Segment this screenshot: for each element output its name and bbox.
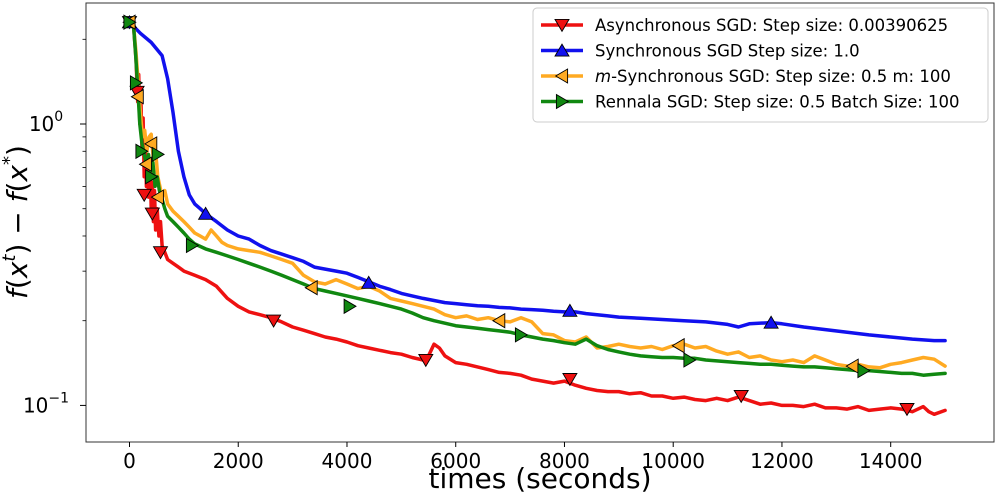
x-tick-label: 12000 [750,449,814,473]
x-tick-label: 2000 [213,449,264,473]
x-tick-label: 4000 [322,449,373,473]
series-1-marker [733,389,749,404]
series-2-marker [197,206,214,220]
series-4-marker [151,146,165,163]
series-4-marker [123,14,137,30]
series-4-marker [683,352,697,368]
plot-frame [85,2,995,443]
series-line-3 [127,20,947,370]
series-3-marker [304,279,318,296]
legend-box [532,7,989,123]
legend-label-2: Synchronous SGD Step size: 1.0 [595,42,860,61]
series-4-marker [135,143,149,160]
legend-marker-3 [554,68,569,84]
series-4-marker [514,327,529,343]
series-3-marker [144,136,158,152]
legend: Asynchronous SGD: Step size: 0.00390625 S… [532,7,989,123]
series-1-marker [265,314,282,328]
x-tick-label: 10000 [641,449,705,473]
series-1-marker [144,207,161,221]
series-4-marker [129,75,144,91]
x-axis: 0 2000 4000 6000 8000 10000 12000 14000 [123,442,923,473]
series-1-marker [418,353,434,368]
x-axis-label: times (seconds) [428,462,651,495]
series-3-marker [150,189,164,205]
legend-label-4: Rennala SGD: Step size: 0.5 Batch Size: … [595,93,960,112]
series-4-marker [343,298,357,315]
series-3-marker [492,312,506,329]
series-2-marker [360,275,377,289]
x-tick-label: 0 [123,449,136,473]
series-3-marker [138,156,152,172]
series-3-marker [671,337,685,354]
series-line-4 [127,20,947,377]
y-tick-label: 100 [29,109,63,136]
x-tick-label: 14000 [859,449,923,473]
series-4-marker [185,237,200,254]
series-4-marker [857,362,871,379]
legend-label-1: Asynchronous SGD: Step size: 0.00390625 [595,16,948,35]
legend-label-3: m-Synchronous SGD: Step size: 0.5 m: 100 [595,67,951,86]
series-4-marker [145,168,159,185]
x-tick-label: 6000 [430,449,481,473]
series-1-marker [136,188,152,203]
series-3-marker [130,88,144,105]
series-2-marker [763,315,779,329]
series-1-marker [562,373,578,387]
y-axis: 100 10−1 [23,38,86,417]
legend-marker-2 [554,43,570,57]
series-2-marker [562,303,578,317]
y-tick-label: 10−1 [23,390,69,417]
legend-marker-4 [555,93,570,110]
series-1-marker [899,403,915,417]
x-tick-label: 8000 [539,449,590,473]
marker-layer [121,14,915,417]
y-axis-label: f(xt) − f(x*) [0,145,34,299]
legend-marker-1 [554,18,570,33]
series-1-marker [152,246,169,260]
